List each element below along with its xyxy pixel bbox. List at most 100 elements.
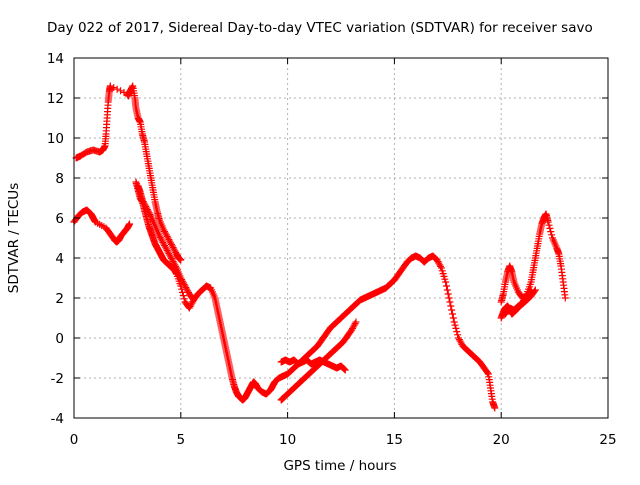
y-tick-label: 12 [47, 91, 64, 107]
data-point [453, 328, 461, 336]
data-point [140, 199, 148, 207]
data-point [164, 248, 172, 256]
data-point [190, 296, 198, 304]
data-point [349, 323, 357, 331]
data-point [443, 282, 451, 290]
data-point [167, 254, 175, 262]
y-tick-label: 4 [55, 251, 64, 267]
data-point [179, 288, 187, 296]
data-point [162, 245, 170, 253]
data-point [448, 306, 456, 314]
y-tick-label: 10 [47, 131, 64, 147]
x-axis-label: GPS time / hours [283, 458, 396, 474]
y-tick-label: 14 [47, 51, 64, 67]
grid-layer [74, 58, 608, 418]
data-point [171, 247, 179, 255]
data-point [450, 318, 458, 326]
data-point [179, 277, 187, 285]
data-point [348, 326, 356, 334]
data-point [170, 245, 178, 253]
data-point [546, 224, 554, 232]
y-tick-label: 0 [55, 331, 64, 347]
data-point [167, 240, 175, 248]
data-point [143, 204, 151, 212]
data-point [491, 404, 499, 412]
data-point [352, 318, 360, 326]
data-point [142, 202, 150, 210]
y-tick-label: -4 [51, 411, 64, 427]
data-point [159, 238, 167, 246]
data-point [128, 83, 136, 91]
data-point [160, 240, 168, 248]
data-point [183, 285, 191, 293]
data-point [110, 84, 118, 92]
chart-title: Day 022 of 2017, Sidereal Day-to-day VTE… [47, 20, 593, 36]
data-point [126, 220, 134, 228]
data-point [167, 239, 175, 247]
data-point [143, 206, 151, 214]
data-point [437, 262, 445, 270]
data-point [446, 298, 454, 306]
x-tick-label: 20 [493, 432, 510, 448]
data-point [341, 366, 349, 374]
data-point [160, 226, 168, 234]
y-tick-label: 6 [55, 211, 64, 227]
data-point [166, 237, 174, 245]
x-tick-label: 0 [70, 432, 79, 448]
y-tick-label: 8 [55, 171, 64, 187]
data-point [138, 196, 146, 204]
data-point [169, 258, 177, 266]
data-point [164, 234, 172, 242]
data-point [548, 231, 556, 239]
data-point [163, 232, 171, 240]
data-point [443, 286, 451, 294]
data-point [117, 87, 125, 95]
data-point [144, 207, 152, 215]
x-tick-label: 5 [177, 432, 186, 448]
data-point [448, 310, 456, 318]
data-point [172, 262, 180, 270]
data-point [456, 337, 464, 345]
data-point [436, 261, 444, 269]
data-point [351, 320, 359, 328]
data-point [452, 324, 460, 332]
data-point [145, 209, 153, 217]
y-axis-label: SDTVAR / TECUs [6, 183, 22, 293]
data-point [139, 198, 147, 206]
data-point [184, 287, 192, 295]
data-point [171, 261, 179, 269]
data-point [162, 231, 170, 239]
data-point [161, 243, 169, 251]
data-point [163, 246, 171, 254]
data-point [445, 294, 453, 302]
data-point [179, 292, 187, 300]
data-point [168, 256, 176, 264]
data-point [168, 242, 176, 250]
data-point [157, 235, 165, 243]
data-point [457, 339, 465, 347]
data-point [155, 232, 163, 240]
data-point [185, 304, 193, 312]
data-point [350, 321, 358, 329]
data-point [187, 301, 195, 309]
data-point [455, 336, 463, 344]
data-point [161, 229, 169, 237]
data-point [158, 237, 166, 245]
y-tick-label: -2 [51, 371, 64, 387]
data-point [189, 295, 197, 303]
data-point [181, 282, 189, 290]
data-point [178, 276, 186, 284]
data-point [169, 244, 177, 252]
data-point [167, 253, 175, 261]
data-point [349, 324, 357, 332]
data-point [544, 218, 552, 226]
data-point [161, 228, 169, 236]
data-point [177, 274, 185, 282]
data-point [451, 321, 459, 329]
data-point [484, 369, 492, 377]
data-point [165, 236, 173, 244]
data-point [179, 279, 187, 287]
data-point [166, 251, 174, 259]
